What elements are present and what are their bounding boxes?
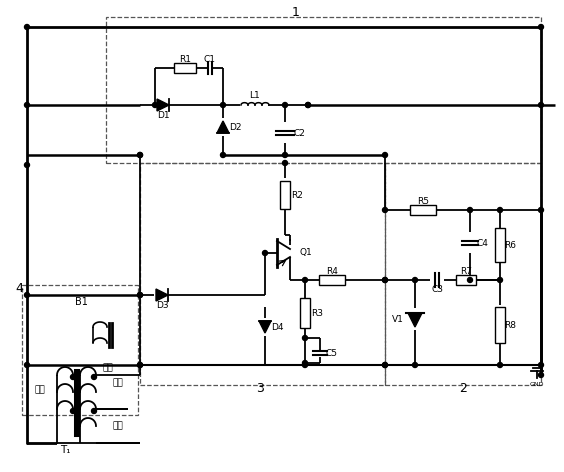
Circle shape: [283, 152, 288, 158]
Text: D2: D2: [229, 123, 241, 132]
Circle shape: [382, 362, 387, 368]
Text: C3: C3: [431, 285, 443, 294]
Circle shape: [24, 102, 29, 108]
Circle shape: [24, 293, 29, 297]
Text: GND: GND: [530, 382, 544, 388]
Text: C5: C5: [326, 348, 338, 357]
Circle shape: [382, 278, 387, 283]
Circle shape: [302, 278, 307, 283]
Circle shape: [283, 160, 288, 166]
Circle shape: [539, 208, 544, 212]
Circle shape: [382, 362, 387, 368]
Text: 3: 3: [256, 382, 264, 396]
Bar: [140, 163, 385, 385]
Text: R4: R4: [326, 267, 338, 276]
Text: D3: D3: [156, 301, 168, 310]
Circle shape: [138, 152, 143, 158]
Text: 2: 2: [459, 382, 467, 396]
Circle shape: [302, 361, 307, 365]
Text: 次级: 次级: [103, 363, 113, 372]
Circle shape: [497, 278, 503, 283]
Bar: [319, 275, 345, 285]
Circle shape: [539, 25, 544, 29]
Circle shape: [468, 278, 473, 283]
Text: Q1: Q1: [299, 248, 312, 258]
Text: 4: 4: [15, 283, 23, 295]
Text: R6: R6: [504, 241, 516, 250]
Circle shape: [468, 208, 473, 212]
Text: R5: R5: [417, 196, 429, 205]
Text: C2: C2: [293, 128, 305, 137]
Text: C4: C4: [476, 238, 488, 247]
Circle shape: [221, 102, 226, 108]
Polygon shape: [259, 321, 271, 333]
Circle shape: [539, 372, 544, 378]
Circle shape: [302, 336, 307, 340]
Text: 初级: 初级: [34, 386, 45, 395]
Circle shape: [24, 25, 29, 29]
Text: R7: R7: [460, 267, 472, 276]
Text: C1: C1: [204, 54, 216, 64]
Bar: [495, 307, 505, 343]
Polygon shape: [408, 313, 422, 327]
Text: D4: D4: [271, 322, 283, 331]
Circle shape: [24, 162, 29, 168]
Text: R2: R2: [291, 191, 303, 200]
Polygon shape: [217, 121, 229, 133]
Circle shape: [306, 102, 311, 108]
Circle shape: [412, 278, 417, 283]
Circle shape: [91, 408, 96, 413]
Text: V1: V1: [392, 315, 404, 325]
Bar: [456, 275, 476, 285]
Circle shape: [382, 152, 387, 158]
Bar: [410, 205, 436, 215]
Circle shape: [306, 102, 311, 108]
Bar: [385, 163, 541, 385]
Bar: [106, 17, 541, 163]
Polygon shape: [157, 99, 169, 111]
Text: T₁: T₁: [60, 445, 70, 455]
Text: 辅路: 辅路: [113, 379, 124, 388]
Circle shape: [138, 293, 143, 297]
Bar: [280, 181, 290, 209]
Circle shape: [539, 102, 544, 108]
Text: 1: 1: [292, 7, 300, 19]
Circle shape: [221, 152, 226, 158]
Circle shape: [138, 362, 143, 368]
Circle shape: [302, 362, 307, 368]
Circle shape: [138, 152, 143, 158]
Circle shape: [283, 102, 288, 108]
Text: 主路: 主路: [113, 421, 124, 430]
Circle shape: [24, 362, 29, 368]
Circle shape: [382, 278, 387, 283]
Circle shape: [262, 251, 267, 255]
Bar: [174, 63, 196, 73]
Circle shape: [497, 208, 503, 212]
Circle shape: [138, 362, 143, 368]
Text: L1: L1: [250, 92, 261, 101]
Circle shape: [412, 362, 417, 368]
Bar: [300, 298, 310, 328]
Polygon shape: [156, 289, 168, 301]
Circle shape: [382, 208, 387, 212]
Circle shape: [152, 102, 157, 108]
Text: R8: R8: [504, 320, 516, 329]
Circle shape: [70, 408, 76, 413]
Text: D1: D1: [157, 110, 169, 119]
Text: B1: B1: [75, 297, 88, 307]
Circle shape: [138, 293, 143, 297]
Circle shape: [539, 362, 544, 368]
Bar: [22, 285, 138, 415]
Circle shape: [91, 374, 96, 379]
Circle shape: [497, 362, 503, 368]
Circle shape: [70, 374, 76, 379]
Text: R3: R3: [311, 309, 323, 318]
Bar: [495, 228, 505, 262]
Text: R1: R1: [179, 54, 191, 64]
